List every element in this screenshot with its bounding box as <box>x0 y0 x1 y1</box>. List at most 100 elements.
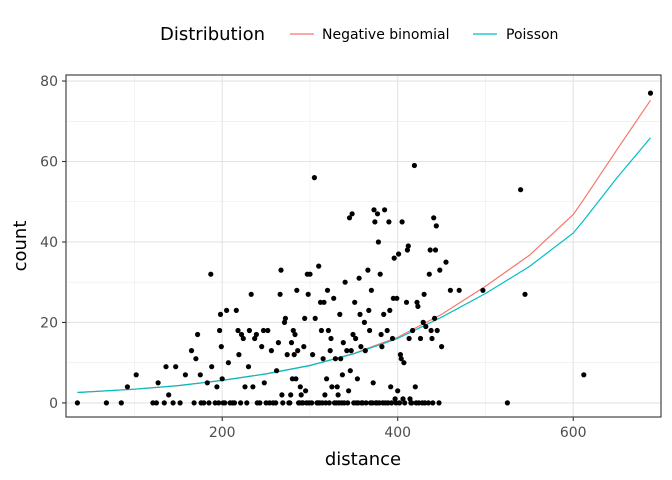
data-point <box>338 356 344 362</box>
data-point <box>321 299 327 305</box>
data-point <box>401 360 407 366</box>
data-point <box>182 372 188 378</box>
data-point <box>188 348 195 354</box>
data-point <box>225 360 231 366</box>
data-point <box>311 175 317 181</box>
data-point <box>439 344 445 350</box>
data-point <box>312 315 318 321</box>
data-point <box>326 400 332 406</box>
data-point <box>74 400 80 406</box>
data-point <box>396 400 403 406</box>
data-point <box>288 392 294 398</box>
data-point <box>334 384 340 390</box>
data-point <box>217 327 223 334</box>
data-point <box>427 247 433 253</box>
x-axis-title: distance <box>325 449 401 470</box>
data-point <box>350 331 356 338</box>
y-axis-title: count <box>10 221 31 272</box>
data-point <box>381 311 387 317</box>
data-point <box>259 344 265 350</box>
data-point <box>277 291 283 297</box>
data-point <box>294 287 300 293</box>
data-point <box>279 392 285 398</box>
data-point <box>337 311 343 317</box>
data-point <box>389 400 395 406</box>
data-point <box>297 384 303 390</box>
data-point <box>238 331 245 338</box>
data-point <box>195 331 201 338</box>
data-point <box>378 331 384 338</box>
data-point <box>377 271 383 277</box>
data-point <box>395 388 401 394</box>
data-point <box>331 295 337 301</box>
data-point <box>217 311 224 317</box>
data-point <box>405 243 411 249</box>
data-point <box>275 340 281 346</box>
data-point <box>417 335 424 342</box>
panel-border <box>65 74 662 418</box>
data-point <box>309 400 315 406</box>
data-point <box>371 207 377 213</box>
data-point <box>342 279 348 285</box>
data-point <box>219 376 225 382</box>
x-tick-label: 600 <box>560 425 587 441</box>
data-point <box>346 215 353 221</box>
data-point <box>216 400 222 406</box>
data-point <box>423 323 429 330</box>
data-point <box>411 162 417 169</box>
data-point <box>273 400 279 406</box>
data-point <box>282 315 288 321</box>
data-point <box>253 331 259 338</box>
data-point <box>206 400 212 406</box>
data-point <box>347 368 353 374</box>
fitted-lines <box>77 99 651 394</box>
data-point <box>245 364 252 370</box>
data-point <box>214 384 220 390</box>
data-point <box>391 255 397 261</box>
data-point <box>173 364 179 370</box>
data-point <box>295 348 301 354</box>
data-point <box>647 90 654 96</box>
data-point <box>218 344 224 350</box>
data-point <box>389 335 396 342</box>
data-point <box>310 352 316 358</box>
data-point <box>443 259 449 265</box>
y-tick-label: 0 <box>49 396 58 412</box>
data-point <box>402 400 408 406</box>
data-point <box>340 340 346 346</box>
data-point <box>293 376 299 382</box>
data-point <box>170 400 176 406</box>
data-point <box>307 271 313 277</box>
data-point <box>252 335 258 342</box>
data-point <box>430 400 436 406</box>
data-point <box>386 219 392 225</box>
series-line-poisson <box>77 137 651 394</box>
data-point <box>522 291 528 297</box>
legend-title: Distribution <box>160 24 265 45</box>
data-point <box>388 384 394 390</box>
data-point <box>346 388 352 394</box>
data-point <box>281 319 288 325</box>
data-point <box>339 372 345 378</box>
data-point <box>332 356 338 362</box>
data-point <box>242 384 248 390</box>
data-point <box>409 400 415 406</box>
data-point <box>362 348 368 354</box>
data-point <box>163 364 169 370</box>
data-point <box>403 299 410 305</box>
data-point <box>327 348 333 354</box>
data-point <box>235 327 241 334</box>
data-point <box>363 400 369 406</box>
data-point <box>280 400 286 406</box>
data-point <box>324 376 330 382</box>
data-point <box>287 400 293 406</box>
data-point <box>366 307 372 313</box>
data-point <box>302 315 308 321</box>
data-point <box>410 327 416 334</box>
data-point <box>365 267 371 273</box>
y-tick-label: 40 <box>40 235 58 251</box>
data-point <box>236 352 242 358</box>
data-point <box>231 400 238 406</box>
data-point <box>414 299 420 305</box>
